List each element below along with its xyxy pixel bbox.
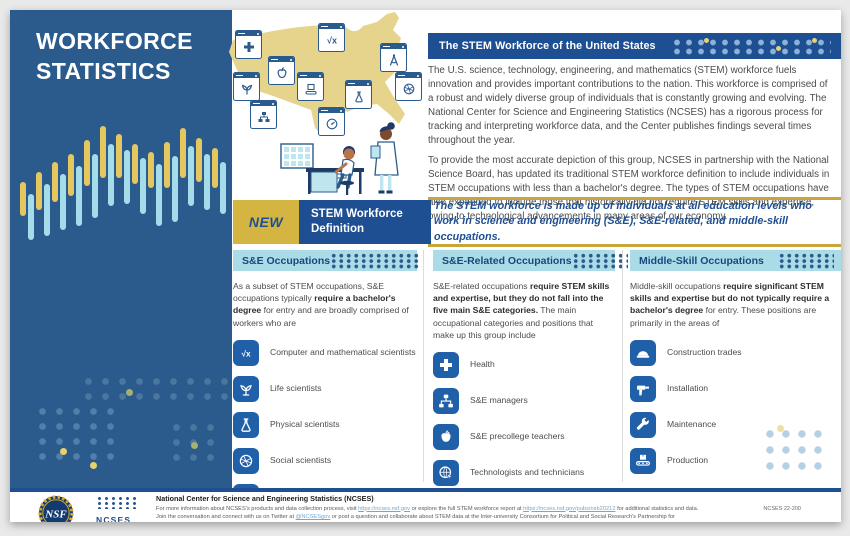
org-chart-icon	[433, 388, 459, 415]
bar-chart-decoration	[20, 126, 226, 240]
list-item: Social scientists	[233, 447, 417, 474]
accent-dot	[126, 389, 133, 396]
list-item: S&E precollege teachers	[433, 424, 615, 451]
column-se-related-occupations: S&E-Related Occupations S&E-related occu…	[433, 250, 628, 496]
footer-line-2: Join the conversation and connect with u…	[156, 514, 675, 521]
column-middle-skill-occupations: Middle-Skill Occupations Middle-skill oc…	[630, 250, 841, 484]
map-window-plant-icon	[233, 72, 260, 101]
ncses-site-link[interactable]: https://ncses.nsf.gov	[358, 505, 410, 512]
dot-pattern-decoration	[671, 38, 831, 55]
column-se-occupations: S&E Occupations As a subset of STEM occu…	[233, 250, 423, 520]
intro-paragraph-1: The U.S. science, technology, engineerin…	[428, 65, 828, 146]
list-item: Maintenance	[630, 411, 841, 438]
intro-paragraph-2: To provide the most accurate depiction o…	[428, 155, 830, 223]
dot-pattern-decoration	[571, 252, 628, 269]
column-header: S&E Occupations	[233, 250, 423, 271]
list-item: Installation	[630, 375, 841, 402]
column-divider	[423, 250, 424, 482]
accent-dot	[777, 425, 784, 432]
list-item: Health	[433, 352, 615, 379]
svg-text:√x: √x	[327, 35, 337, 45]
column-intro: As a subset of STEM occupations, S&E occ…	[233, 281, 409, 328]
map-window-org-chart-icon	[250, 100, 277, 129]
ncses-logo: NCSES	[96, 495, 142, 522]
page-title: WORKFORCE STATISTICS	[36, 28, 193, 85]
column-header: Middle-Skill Occupations	[630, 250, 841, 271]
map-window-globe-icon	[395, 72, 422, 101]
dot-pattern-decoration	[778, 252, 834, 269]
twitter-link[interactable]: @NCSESgov	[295, 514, 331, 521]
footer-text: National Center for Science and Engineer…	[156, 494, 756, 522]
list-item: Physical scientists	[233, 411, 417, 438]
map-window-health-cross-icon	[235, 30, 262, 59]
hard-hat-icon	[630, 339, 656, 366]
map-window-apple-icon	[268, 56, 295, 85]
main-header: The STEM Workforce of the United States	[428, 33, 841, 59]
main-header-title: The STEM Workforce of the United States	[439, 40, 656, 52]
dot-pattern-decoration	[96, 495, 136, 509]
list-item: Technologists and technicians	[433, 460, 615, 487]
sidebar: WORKFORCE STATISTICS	[10, 10, 232, 491]
nsf-logo: NSF	[38, 494, 74, 522]
column-intro: Middle-skill occupations require signifi…	[630, 281, 830, 328]
us-map: √x	[215, 10, 450, 222]
footer-line-1: For more information about NCSES's produ…	[156, 505, 699, 512]
accent-dot	[191, 442, 198, 449]
infographic-card: WORKFORCE STATISTICS	[10, 10, 841, 522]
list-item: Construction trades	[630, 339, 841, 366]
footer-org-name: National Center for Science and Engineer…	[156, 494, 374, 503]
accent-dot	[704, 38, 709, 43]
column-header: S&E-Related Occupations	[433, 250, 628, 271]
new-badge: NEW	[233, 200, 299, 244]
definition-title-box: STEM Workforce Definition	[299, 200, 431, 244]
conveyor-icon	[630, 447, 656, 474]
dot-pattern-decoration	[330, 252, 423, 269]
column-divider	[622, 250, 623, 482]
dot-pattern-decoration	[762, 426, 826, 476]
map-window-gauge-icon	[318, 107, 345, 136]
map-window-conveyor-icon	[297, 72, 324, 101]
accent-dot	[776, 46, 781, 51]
footer-separator	[10, 488, 841, 492]
health-cross-icon	[433, 352, 459, 379]
definition-statement: The STEM workforce is made up of individ…	[428, 197, 841, 247]
list-item: S&E managers	[433, 388, 615, 415]
list-item: Production	[630, 447, 841, 474]
accent-dot	[90, 462, 97, 469]
flask-icon	[233, 411, 259, 438]
map-window-compass-icon	[380, 43, 407, 72]
plant-icon	[233, 375, 259, 402]
column-intro: S&E-related occupations require STEM ski…	[433, 281, 610, 340]
apple-icon	[433, 424, 459, 451]
intro-section: The U.S. science, technology, engineerin…	[428, 64, 834, 224]
sqrt-icon: √x	[233, 339, 259, 366]
dot-pattern-decoration	[80, 374, 232, 404]
list-item: Life scientists	[233, 375, 417, 402]
accent-dot	[812, 38, 817, 43]
dot-pattern-decoration	[34, 404, 124, 468]
svg-text:NSF: NSF	[44, 508, 67, 520]
footer: NSF NCSES National Center for Science an…	[10, 491, 841, 522]
svg-text:√x: √x	[241, 349, 251, 358]
list-item: √x Computer and mathematical scientists	[233, 339, 417, 366]
drill-icon	[630, 375, 656, 402]
globe-cursor-icon	[433, 460, 459, 487]
accent-dot	[60, 448, 67, 455]
wrench-icon	[630, 411, 656, 438]
document-number: NCSES 22-200	[763, 505, 801, 512]
researchers-illustration	[280, 122, 399, 195]
stem-report-link[interactable]: https://ncses.nsf.gov/pubs/nsb20212	[523, 505, 616, 512]
globe-net-icon	[233, 447, 259, 474]
map-window-flask-icon	[345, 80, 372, 109]
map-window-sqrt-icon: √x	[318, 23, 345, 52]
